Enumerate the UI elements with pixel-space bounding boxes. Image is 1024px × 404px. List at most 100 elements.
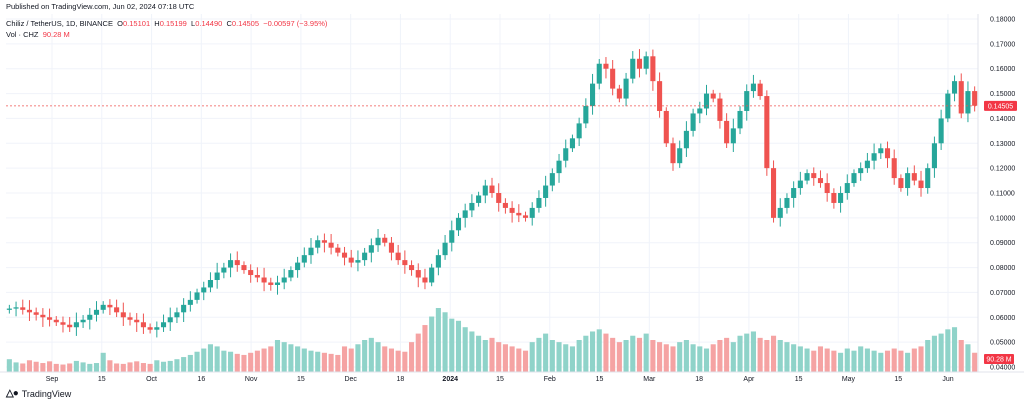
price-tick-label: 0.08000 [990,265,1015,272]
time-axis[interactable]: Sep 15 Oct 16 Nov 15 Dec 18 2024 15 Feb 15 Mar 18 Apr 1… [0,371,1024,383]
candle-body [643,56,649,69]
candle-body [415,270,421,278]
candle-body [724,120,730,144]
open-key: O [117,19,123,28]
candle-body [563,148,569,161]
volume-bar [925,340,931,372]
candle-body [543,185,549,198]
candle-body [207,280,214,288]
volume-bar [134,361,140,372]
high-value: 0.15199 [159,19,187,28]
candle-body [858,168,864,174]
volume-bar [321,352,327,372]
candle-body [315,240,321,248]
volume-bar [449,318,455,372]
candle-body [730,128,736,144]
volume-bar [107,360,113,372]
volume-bar [261,348,267,372]
volume-bar [918,346,924,372]
chart-legend: Chiliz / TetherUS, 1D, BINANCE O0.15101 … [6,18,327,40]
volume-bar [636,337,643,372]
volume-bar [100,352,106,372]
volume-bar [951,327,958,372]
volume-bar [26,360,33,372]
volume-bar [221,350,227,372]
volume-bar [643,333,649,372]
price-tick-label: 0.13000 [990,141,1015,148]
candle-body [965,91,971,114]
candle-body [838,193,844,203]
candle-body [73,322,79,328]
brand-label[interactable]: TradingView [21,388,72,399]
volume-bar [931,335,937,372]
volume-bar [308,350,314,372]
low-value: 0.14490 [195,19,223,28]
volume-bar [388,348,394,372]
time-tick-label: May [842,376,856,383]
candle-body [603,63,609,69]
candle-body [670,143,676,164]
price-axis[interactable]: 0.18000 0.17000 0.16000 0.15000 0.14000 0.130… [977,14,1015,372]
price-tick-label: 0.17000 [990,41,1015,48]
candle-body [107,304,113,308]
volume-bar [147,363,153,372]
candle-body [187,299,193,305]
volume-bar [824,348,830,372]
price-tick-label: 0.10000 [990,215,1015,222]
time-tick-label: Dec [344,376,357,383]
volume-bar [804,348,810,372]
volume-bar [181,357,187,372]
volume-bar [442,312,448,372]
volume-bar [140,363,146,372]
time-tick-label: Apr [743,376,755,383]
open-value: 0.15101 [123,19,151,28]
candle-body [308,247,314,256]
volume-bar [73,360,79,372]
candle-body [26,309,33,313]
candle-body [382,237,388,243]
volume-label[interactable]: Vol · CHZ [6,30,39,39]
volume-bar [241,354,247,372]
volume-bar [435,308,441,372]
candle-body [844,183,850,193]
price-tick-label: 0.18000 [990,17,1015,24]
volume-bar [630,335,636,372]
volume-bar [549,340,555,372]
volume-bar [120,363,126,372]
candle-body [174,312,180,318]
candle-body [717,98,723,121]
candle-body [891,158,897,179]
symbol-label[interactable]: Chiliz / TetherUS, 1D, BINANCE [6,19,113,28]
volume-bar [341,346,348,372]
candle-body [690,113,696,131]
candle-body [972,91,978,106]
time-tick-label: Feb [544,376,556,383]
volume-bar [522,350,529,372]
candle-body [435,255,441,268]
candle-body [851,173,857,184]
candle-body [281,277,287,283]
volume-bar [395,350,401,372]
published-text: Published on TradingView.com, Jun 02, 20… [6,2,195,11]
tradingview-logo-icon[interactable]: △● [6,388,19,399]
candle-body [33,312,39,315]
volume-bar [509,346,515,372]
candle-body [824,183,830,193]
candle-body [67,324,73,328]
time-tick-label: 15 [297,376,305,383]
time-tick-label: 15 [496,376,504,383]
volume-bar [757,337,763,372]
candle-body [181,304,187,313]
volume-bar [496,342,502,372]
candle-body [911,173,917,181]
volume-bar [80,362,86,372]
time-tick-label: 15 [894,376,902,383]
volume-bar [315,351,321,372]
volume-bar [214,346,220,372]
volume-bar [590,331,596,372]
candle-body [905,173,911,189]
last-volume-tag: 90.28 M [984,354,1014,364]
volume-bar [650,340,656,372]
candle-body [677,148,683,164]
